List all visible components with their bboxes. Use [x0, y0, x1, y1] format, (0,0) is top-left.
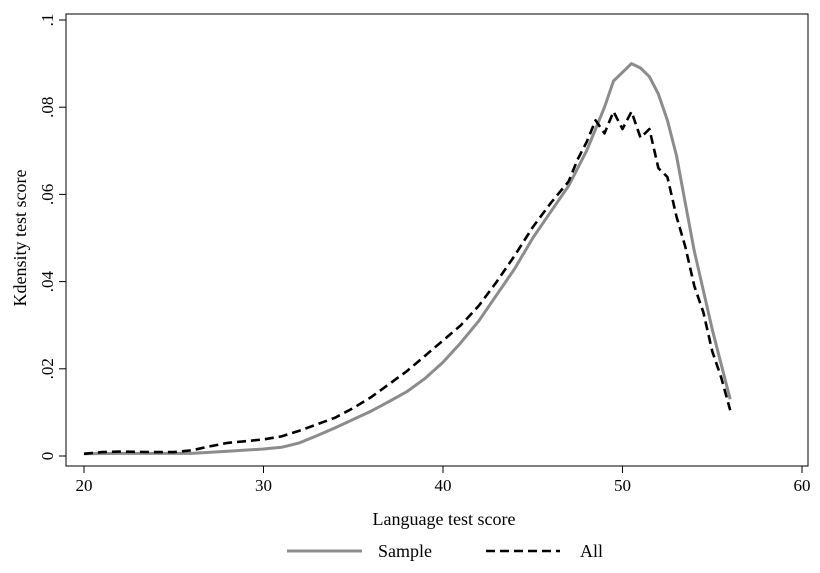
series-layer — [83, 62, 732, 456]
plot-frame — [65, 13, 809, 467]
x-axis-title: Language test score — [373, 509, 516, 529]
plot-area — [65, 13, 809, 467]
series-line-sample — [83, 62, 732, 456]
y-tick-label: .02 — [38, 358, 57, 379]
series-line-all — [83, 110, 732, 456]
x-tick-label: 50 — [614, 476, 631, 495]
x-tick-label: 20 — [76, 476, 93, 495]
x-tick-label: 40 — [435, 476, 452, 495]
legend-label-sample: Sample — [378, 541, 432, 561]
y-tick-label: 0 — [38, 452, 57, 461]
y-tick-label: .06 — [38, 184, 57, 205]
legend: Sample All — [287, 541, 603, 561]
y-axis-title: Kdensity test score — [10, 170, 30, 307]
axes: 20 30 40 50 60 0 .02 .04 .06 .08 .1 — [38, 14, 811, 495]
x-tick-label: 60 — [794, 476, 811, 495]
y-tick-label: .04 — [38, 270, 57, 292]
legend-label-all: All — [580, 541, 603, 561]
y-tick-label: .1 — [38, 14, 57, 27]
x-tick-label: 30 — [255, 476, 272, 495]
y-tick-label: .08 — [38, 97, 57, 118]
